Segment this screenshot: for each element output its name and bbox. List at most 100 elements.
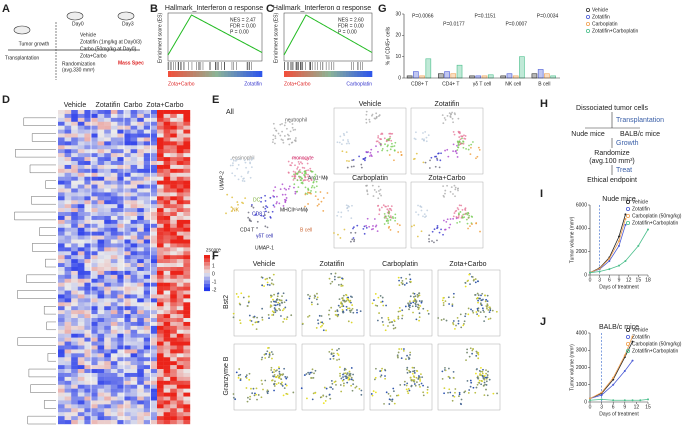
cell-point	[337, 283, 340, 286]
cell-point	[352, 237, 355, 239]
y-tick-label: 1000	[576, 382, 587, 388]
cell-point	[272, 122, 275, 125]
heat-cell	[150, 219, 158, 225]
cell-point	[287, 138, 290, 140]
cell-point	[382, 324, 385, 326]
heat-cell	[77, 251, 85, 256]
cell-point	[271, 379, 273, 382]
cell-point	[489, 317, 492, 320]
heat-cell	[157, 219, 164, 225]
cell-point	[230, 206, 233, 208]
cell-point	[291, 157, 294, 160]
cell-point	[358, 155, 361, 158]
heat-cell	[130, 270, 138, 276]
heat-cell	[124, 388, 131, 393]
cell-point	[444, 189, 447, 192]
heat-cell	[71, 121, 78, 126]
cell-point	[371, 394, 374, 397]
cell-point	[444, 366, 446, 369]
heat-cell	[84, 184, 92, 189]
cell-point	[444, 300, 447, 303]
heat-cell	[84, 255, 92, 260]
cell-point	[351, 159, 354, 162]
rank-bar	[289, 71, 294, 77]
heat-cell	[71, 176, 78, 181]
heat-cell	[110, 365, 118, 370]
heat-cell	[110, 180, 118, 185]
heat-cell	[183, 341, 191, 346]
bar	[450, 73, 457, 79]
heat-cell	[77, 365, 85, 370]
heat-cell	[91, 133, 98, 138]
heat-cell	[77, 200, 85, 205]
cell-point	[311, 170, 314, 173]
heat-cell	[157, 129, 164, 134]
heat-cell	[143, 196, 151, 201]
heat-cell	[176, 329, 184, 334]
cell-point	[448, 112, 451, 115]
heat-cell	[91, 208, 98, 213]
heat-cell	[170, 125, 177, 130]
heat-cell	[110, 263, 118, 268]
cell-point	[286, 393, 289, 395]
cluster-label: CD8 T	[252, 211, 266, 217]
cell-point	[372, 228, 374, 230]
scale-swatch	[204, 283, 210, 288]
heat-cell	[117, 208, 125, 213]
heat-cell	[97, 141, 105, 146]
cell-point	[451, 117, 454, 120]
heat-cell	[176, 278, 184, 283]
heat-cell	[64, 247, 72, 252]
heat-cell	[157, 267, 164, 272]
cell-point	[391, 321, 394, 323]
heat-cell	[124, 349, 131, 354]
heat-cell	[150, 384, 158, 389]
y-label: Tumor volume (mm³)	[569, 216, 575, 263]
heat-cell	[157, 302, 164, 307]
heat-cell	[163, 243, 171, 248]
cell-point	[307, 173, 309, 176]
heat-cell	[117, 408, 125, 413]
cell-point	[425, 136, 428, 139]
cell-point	[230, 210, 233, 212]
cell-point	[392, 390, 395, 393]
heat-cell	[163, 208, 171, 213]
heat-cell	[91, 263, 98, 268]
heat-cell	[91, 392, 98, 397]
heat-cell	[163, 247, 171, 252]
cell-point	[379, 143, 382, 146]
heat-cell	[157, 365, 164, 370]
y-label: Enrichment score (ES)	[157, 13, 163, 64]
cell-point	[358, 387, 361, 390]
heat-cell	[163, 227, 171, 232]
cell-point	[453, 133, 456, 136]
cell-point	[256, 226, 258, 229]
rank-bar	[286, 71, 291, 77]
cell-point	[339, 384, 342, 386]
heat-cell	[77, 392, 85, 397]
frame	[333, 181, 407, 249]
heat-cell	[71, 290, 78, 295]
y-tick-label: 3000	[576, 348, 587, 354]
heat-cell	[117, 267, 125, 272]
heat-cell	[97, 231, 105, 236]
heat-cell	[163, 133, 171, 138]
cell-point	[272, 134, 275, 137]
rank-bar	[357, 71, 361, 77]
cell-point	[420, 373, 422, 376]
cell-point	[378, 190, 380, 192]
cell-point	[460, 398, 463, 401]
heat-cell	[117, 157, 125, 162]
cell-point	[328, 350, 331, 353]
heat-cell	[91, 412, 98, 417]
cell-point	[349, 299, 352, 302]
heat-cell	[124, 294, 131, 299]
cell-point	[390, 139, 393, 142]
heat-cell	[157, 400, 164, 405]
cell-point	[308, 314, 311, 317]
heat-cell	[97, 420, 105, 425]
cell-point	[273, 293, 276, 296]
heat-cell	[71, 420, 78, 425]
heat-cell	[84, 137, 92, 142]
cell-point	[339, 306, 341, 309]
